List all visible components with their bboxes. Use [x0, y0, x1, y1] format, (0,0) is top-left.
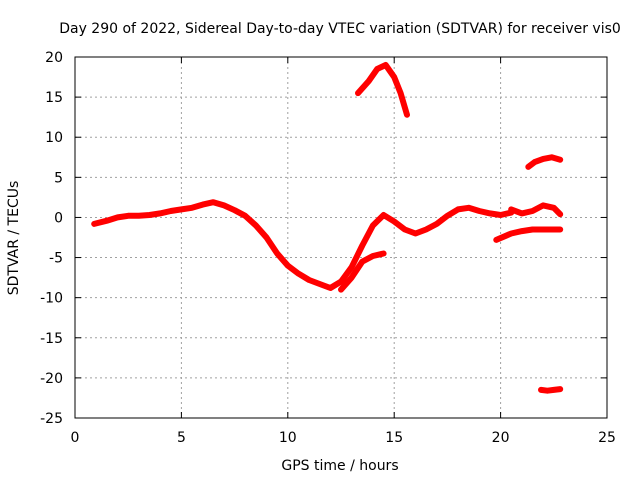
y-axis-label: SDTVAR / TECUs — [6, 181, 22, 296]
y-tick-label: 10 — [45, 130, 63, 146]
x-tick-label: 5 — [177, 430, 186, 446]
grid — [75, 57, 607, 418]
y-tick-label: 0 — [54, 210, 63, 226]
trace-upper-arc — [355, 62, 410, 118]
y-tick-label: -25 — [40, 411, 63, 427]
axis-ticks: 0 5 10 15 20 25 -25 -20 -15 -10 -5 0 5 10 15 20 — [40, 50, 616, 446]
x-tick-label: 10 — [279, 430, 297, 446]
x-tick-label: 0 — [71, 430, 80, 446]
trace-main — [91, 199, 515, 291]
chart-title: Day 290 of 2022, Sidereal Day-to-day VTE… — [59, 21, 621, 37]
plot-frame — [74, 56, 608, 419]
x-axis-label: GPS time / hours — [281, 458, 398, 474]
trace-late-positive — [508, 202, 564, 218]
y-tick-label: -10 — [40, 291, 63, 307]
trace-lower-branch — [338, 250, 387, 293]
y-tick-label: 15 — [45, 90, 63, 106]
y-tick-label: -20 — [40, 371, 63, 387]
y-tick-label: -15 — [40, 331, 63, 347]
x-tick-label: 25 — [598, 430, 616, 446]
x-tick-label: 20 — [492, 430, 510, 446]
trace-upper-right — [525, 154, 564, 170]
x-tick-label: 15 — [385, 430, 403, 446]
data-traces — [91, 62, 564, 394]
trace-lower-right — [538, 386, 564, 394]
y-tick-label: 5 — [54, 170, 63, 186]
trace-late-negative — [493, 226, 564, 243]
y-tick-label: -5 — [49, 251, 63, 267]
y-tick-label: 20 — [45, 50, 63, 66]
